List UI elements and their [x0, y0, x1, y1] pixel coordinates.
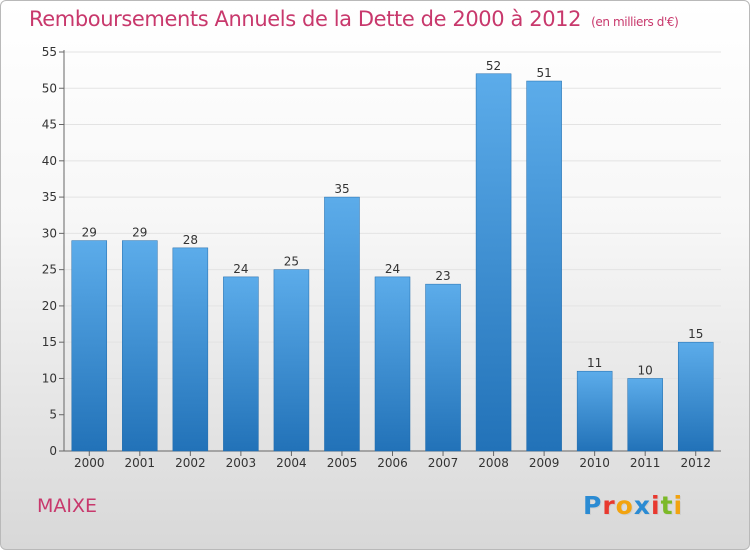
y-tick-label: 50: [42, 81, 57, 95]
logo-letter: P: [583, 491, 603, 520]
x-tick-label: 2006: [377, 456, 408, 470]
bar-value-label: 25: [284, 255, 299, 269]
bar-layer: [71, 73, 714, 452]
x-tick-label: 2009: [529, 456, 560, 470]
bar: [677, 341, 714, 452]
logo-letter: r: [602, 491, 616, 520]
bar-value-label: 51: [536, 66, 551, 80]
x-tick-label: 2001: [125, 456, 156, 470]
bar: [122, 240, 158, 452]
logo-letter: x: [633, 491, 651, 520]
bar: [627, 378, 663, 452]
bar-value-label: 15: [688, 327, 703, 341]
bar: [273, 269, 310, 452]
bar: [223, 276, 259, 452]
label-layer: 29 29 28 24 25 35 24 23 52 51 11 10 15: [82, 59, 704, 378]
bar: [324, 196, 360, 452]
bar: [71, 240, 108, 452]
y-tick-label: 0: [49, 444, 57, 458]
bar-value-label: 10: [638, 363, 653, 377]
x-tick-label: 2004: [276, 456, 307, 470]
x-tick-label: 2007: [428, 456, 459, 470]
chart-title: Remboursements Annuels de la Dette de 20…: [29, 7, 679, 31]
y-tick-label: 35: [42, 190, 57, 204]
y-tick-label: 55: [42, 45, 57, 59]
x-tick-label: 2003: [226, 456, 257, 470]
commune-name: MAIXE: [37, 495, 98, 517]
y-tick-label: 5: [49, 408, 57, 422]
logo-letter: i: [673, 491, 684, 520]
bar-value-label: 24: [233, 262, 248, 276]
y-tick-label: 20: [42, 299, 57, 313]
x-tick-label: 2012: [680, 456, 711, 470]
bar: [425, 283, 461, 452]
x-tick-label: 2010: [579, 456, 610, 470]
y-tick-label: 10: [42, 371, 57, 385]
proxiti-logo: Proxiti: [583, 491, 683, 520]
title-text: Remboursements Annuels de la Dette de 20…: [29, 7, 582, 31]
bar: [172, 247, 209, 452]
bar-value-label: 24: [385, 262, 400, 276]
bar-value-label: 11: [587, 356, 602, 370]
x-tick-label: 2008: [478, 456, 509, 470]
bar-value-label: 29: [82, 226, 97, 240]
y-tick-label: 15: [42, 335, 57, 349]
x-tick-label: 2000: [74, 456, 105, 470]
x-tick-label: 2011: [630, 456, 661, 470]
y-tick-label: 30: [42, 226, 57, 240]
logo-letter: o: [615, 491, 634, 520]
x-tick-label: 2005: [327, 456, 358, 470]
bar: [576, 370, 613, 452]
x-tick-label: 2002: [175, 456, 206, 470]
bar: [374, 276, 411, 452]
logo-letter: t: [660, 491, 674, 520]
unit-label: (en milliers d'€): [591, 15, 679, 29]
bar-value-label: 28: [183, 233, 198, 247]
y-tick-label: 45: [42, 118, 57, 132]
y-tick-label: 25: [42, 263, 57, 277]
bar-value-label: 29: [132, 226, 147, 240]
bar-value-label: 23: [435, 269, 450, 283]
bar-value-label: 35: [334, 182, 349, 196]
y-tick-label: 40: [42, 154, 57, 168]
logo-letter: i: [651, 491, 661, 520]
bar: [526, 80, 562, 452]
bar-value-label: 52: [486, 59, 501, 73]
bar: [475, 73, 512, 452]
